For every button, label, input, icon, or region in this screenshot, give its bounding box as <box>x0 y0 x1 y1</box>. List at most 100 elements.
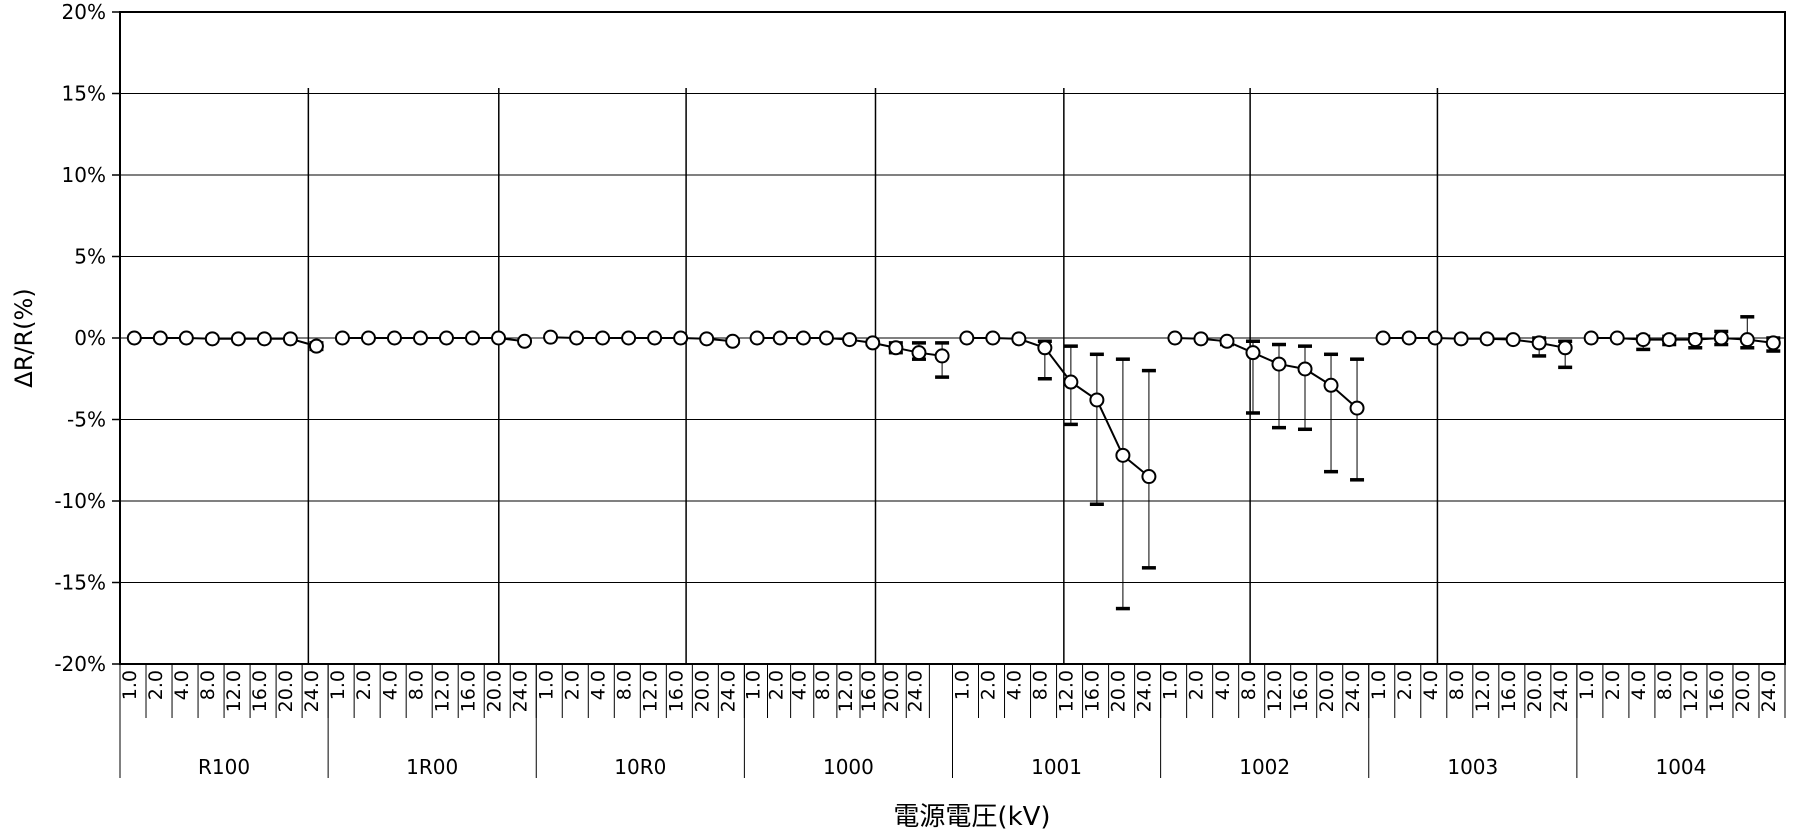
x-tick-label: 2.0 <box>145 670 167 700</box>
data-point-1001-16.0 <box>1089 392 1105 408</box>
x-tick-label: 16.0 <box>1706 670 1728 712</box>
x-tick-label: 24.0 <box>1342 670 1364 712</box>
x-tick-label: 12.0 <box>223 670 245 712</box>
x-tick-label: 24.0 <box>1134 670 1156 712</box>
x-tick-label: 16.0 <box>1290 670 1312 712</box>
data-point-1R00-20.0 <box>491 330 507 346</box>
data-point-1004-24.0 <box>1765 335 1781 351</box>
group-label: 1003 <box>1447 755 1498 779</box>
x-tick-label: 20.0 <box>483 670 505 712</box>
group-dividers <box>307 88 1439 664</box>
data-point-1R00-16.0 <box>465 330 481 346</box>
x-tick-label: 4.0 <box>1420 670 1442 700</box>
x-tick-label: 2.0 <box>1394 670 1416 700</box>
group-label: 1001 <box>1031 755 1082 779</box>
data-point-1004-16.0 <box>1713 330 1729 346</box>
data-point-1000-1.0 <box>749 330 765 346</box>
y-tick-label: 5% <box>74 245 106 269</box>
data-point-1000-12.0 <box>842 332 858 348</box>
x-tick-label: 16.0 <box>457 670 479 712</box>
data-point-10R0-24.0 <box>725 333 741 349</box>
data-point-1003-1.0 <box>1375 330 1391 346</box>
data-point-1004-1.0 <box>1583 330 1599 346</box>
data-point-1004-2.0 <box>1609 330 1625 346</box>
x-tick-label: 16.0 <box>1082 670 1104 712</box>
data-point-10R0-1.0 <box>543 329 559 345</box>
data-point-1004-8.0 <box>1661 332 1677 348</box>
group-label: 1002 <box>1239 755 1290 779</box>
data-point-R100-20.0 <box>282 331 298 347</box>
x-tick-label: 24.0 <box>1550 670 1572 712</box>
data-point-1000-24.0 <box>911 345 927 361</box>
data-point-1R00-8.0 <box>412 330 428 346</box>
data-point-1002-16.0 <box>1297 361 1313 377</box>
x-tick-label: 12.0 <box>1056 670 1078 712</box>
y-tick-label: -5% <box>67 408 106 432</box>
x-tick-label: 20.0 <box>1732 670 1754 712</box>
x-tick-label: 20.0 <box>691 670 713 712</box>
group-label: 1000 <box>823 755 874 779</box>
x-tick-label: 4.0 <box>1004 670 1026 700</box>
x-tick-label: 2.0 <box>1186 670 1208 700</box>
data-point-1002-8.0 <box>1245 345 1261 361</box>
x-tick-label: 16.0 <box>1498 670 1520 712</box>
y-tick-labels: 20% 15% 10% 5% 0% -5% -10% -15% -20% <box>54 0 120 676</box>
data-point-1000-20.0 <box>888 340 904 356</box>
data-point-10R0-16.0 <box>673 330 689 346</box>
data-point-1003-2.0 <box>1401 330 1417 346</box>
x-tick-label: 20.0 <box>1524 670 1546 712</box>
x-tick-label: 2.0 <box>766 670 788 700</box>
x-tick-label: 1.0 <box>742 670 764 700</box>
x-tick-label: 4.0 <box>1628 670 1650 700</box>
x-tick-label: 16.0 <box>665 670 687 712</box>
y-tick-label: -10% <box>54 489 106 513</box>
data-point-1002-4.0 <box>1219 333 1235 349</box>
x-tick-label: 2.0 <box>1602 670 1624 700</box>
data-point-1002-12.0 <box>1271 356 1287 372</box>
x-tick-label: 12.0 <box>1680 670 1702 712</box>
data-point-1003-12.0 <box>1479 331 1495 347</box>
y-tick-label: -15% <box>54 571 106 595</box>
data-point-1002-2.0 <box>1193 331 1209 347</box>
data-point-R100-1.0 <box>126 330 142 346</box>
x-tick-label: 4.0 <box>587 670 609 700</box>
x-tick-label: 1.0 <box>1576 670 1598 700</box>
data-point-R100-24.0 <box>308 338 324 354</box>
data-point-1001-20.0 <box>1115 447 1131 463</box>
data-point-R100-12.0 <box>230 331 246 347</box>
data-point-10R0-2.0 <box>569 330 585 346</box>
data-point-1004-12.0 <box>1687 332 1703 348</box>
data-point-1002-24.0 <box>1349 400 1365 416</box>
x-tick-label: 4.0 <box>379 670 401 700</box>
x-tick-label: 12.0 <box>431 670 453 712</box>
y-tick-label: 0% <box>74 326 106 350</box>
group-label: 1R00 <box>406 755 458 779</box>
data-point-1001-8.0 <box>1037 340 1053 356</box>
x-tick-label: 24.0 <box>717 670 739 712</box>
x-tick-label: 20.0 <box>1316 670 1338 712</box>
x-tick-label: 16.0 <box>249 670 271 712</box>
data-point-1R00-4.0 <box>386 330 402 346</box>
x-tick-label: 8.0 <box>197 670 219 700</box>
x-tick-label: 24.0 <box>509 670 531 712</box>
data-point-1000-8 <box>934 348 950 364</box>
group-label: 10R0 <box>614 755 666 779</box>
x-tick-label: 2.0 <box>978 670 1000 700</box>
x-tick-label: 24.0 <box>301 670 323 712</box>
data-point-1001-24.0 <box>1141 469 1157 485</box>
data-point-R100-8.0 <box>204 331 220 347</box>
data-point-1001-12.0 <box>1063 374 1079 390</box>
x-tick-label: 1.0 <box>1160 670 1182 700</box>
data-point-1004-4.0 <box>1635 332 1651 348</box>
x-tick-label: 8.0 <box>1446 670 1468 700</box>
data-point-1000-8.0 <box>818 330 834 346</box>
data-point-1001-1.0 <box>959 330 975 346</box>
data-point-1004-20.0 <box>1739 332 1755 348</box>
data-point-1R00-2.0 <box>360 330 376 346</box>
x-tick-label: 8.0 <box>405 670 427 700</box>
data-point-10R0-4.0 <box>595 330 611 346</box>
data-point-1R00-12.0 <box>438 330 454 346</box>
data-point-10R0-20.0 <box>699 331 715 347</box>
x-tick-label: 8.0 <box>613 670 635 700</box>
x-tick-label: 4.0 <box>789 670 811 700</box>
